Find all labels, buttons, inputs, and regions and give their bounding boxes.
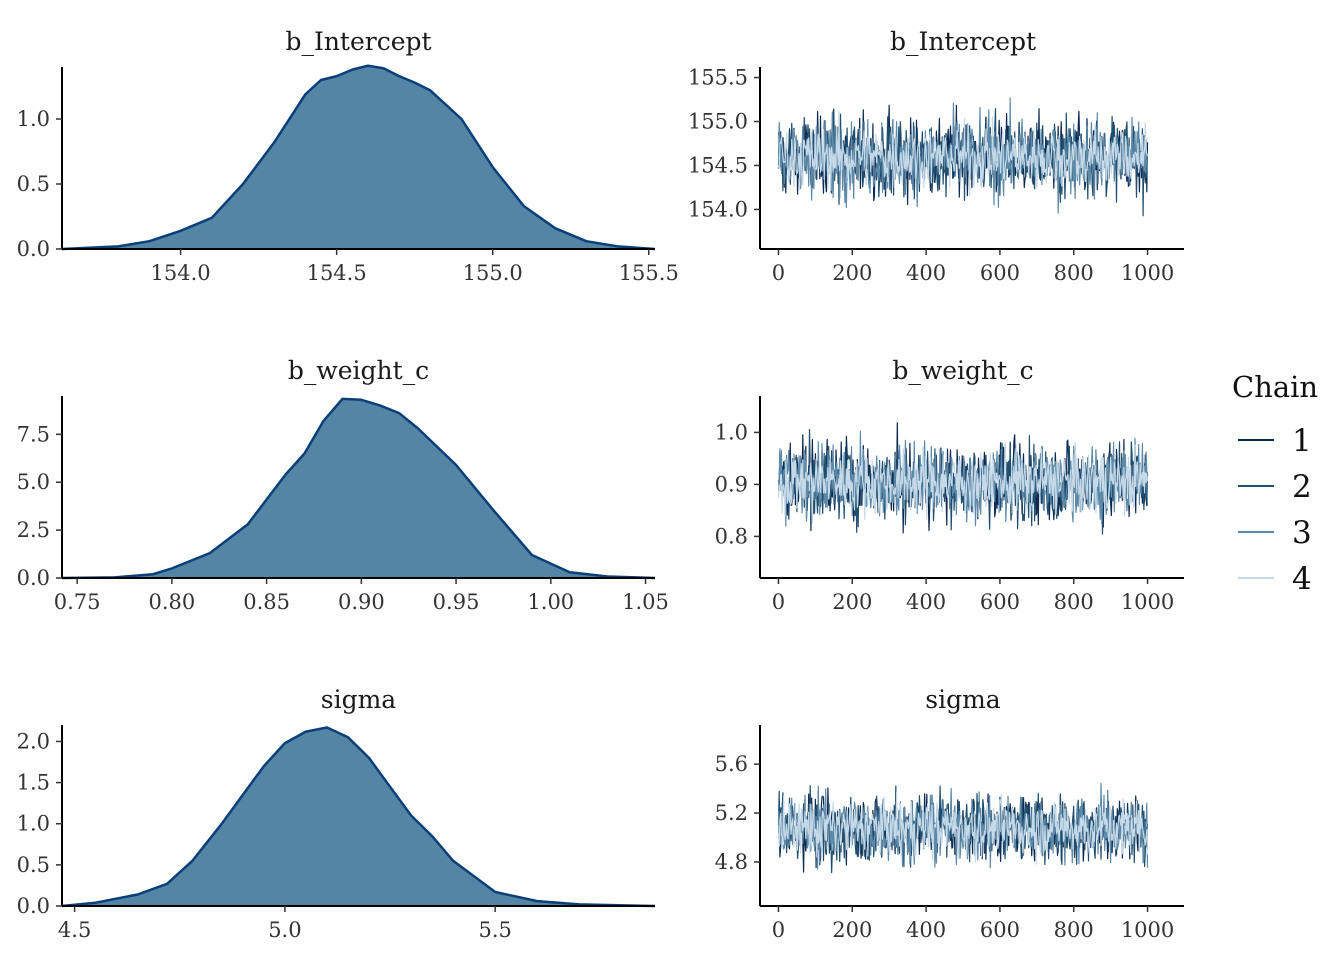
x-tick-label: 155.5	[619, 261, 679, 285]
panel-title: sigma	[925, 685, 1001, 714]
y-tick-label: 5.6	[715, 752, 748, 776]
y-tick-label: 0.9	[715, 472, 748, 496]
x-tick-label: 1000	[1121, 590, 1174, 614]
panel-trace-b-Intercept: b_Intercept 154.0 154.5 155.0 155.5 0 200 400 60…	[688, 27, 1184, 285]
density-area	[62, 65, 655, 249]
x-tick-label: 5.5	[478, 918, 511, 942]
legend-title: Chain	[1232, 370, 1318, 404]
x-tick-label: 200	[832, 918, 872, 942]
x-tick-label: 0.95	[433, 590, 480, 614]
x-tick-label: 1.05	[622, 590, 669, 614]
legend-label-chain-4: 4	[1292, 561, 1312, 597]
x-tick-label: 0.85	[243, 590, 290, 614]
x-tick-label: 154.5	[307, 261, 367, 285]
y-tick-label: 7.5	[17, 422, 50, 446]
density-line	[61, 397, 656, 580]
y-tick-label: 0.0	[17, 566, 50, 590]
panel-title: sigma	[321, 685, 397, 714]
x-tick-label: 600	[980, 590, 1020, 614]
x-tick-label: 1000	[1121, 261, 1174, 285]
panel-title: b_Intercept	[890, 27, 1036, 56]
legend-label-chain-3: 3	[1292, 515, 1312, 551]
x-tick-label: 0.90	[338, 590, 385, 614]
density-area	[62, 398, 655, 578]
density-area	[62, 727, 655, 906]
x-tick-label: 400	[906, 918, 946, 942]
panel-trace-b-weight-c: b_weight_c 0.8 0.9 1.0 0 200 400 600 800 1000	[715, 356, 1184, 614]
x-tick-label: 1000	[1121, 918, 1174, 942]
y-tick-label: 2.0	[17, 729, 50, 753]
x-tick-label: 0	[772, 261, 785, 285]
x-tick-label: 1.00	[527, 590, 574, 614]
y-tick-label: 154.0	[688, 197, 748, 221]
panel-trace-sigma: sigma 4.8 5.2 5.6 0 200 400 600 800 1000	[715, 685, 1184, 942]
x-tick-label: 600	[980, 261, 1020, 285]
x-tick-label: 5.0	[268, 918, 301, 942]
x-tick-label: 400	[906, 590, 946, 614]
x-tick-label: 800	[1054, 261, 1094, 285]
x-tick-label: 154.0	[151, 261, 211, 285]
x-tick-label: 800	[1054, 590, 1094, 614]
x-tick-label: 0.80	[149, 590, 196, 614]
y-tick-label: 155.0	[688, 110, 748, 134]
y-tick-label: 1.0	[715, 420, 748, 444]
y-tick-label: 0.8	[715, 524, 748, 548]
panel-title: b_Intercept	[285, 27, 431, 56]
x-tick-label: 200	[832, 590, 872, 614]
trace-chain-4	[777, 110, 1149, 197]
x-tick-label: 4.5	[58, 918, 91, 942]
y-tick-label: 1.0	[17, 107, 50, 131]
x-tick-label: 200	[832, 261, 872, 285]
y-tick-label: 1.5	[17, 771, 50, 795]
x-tick-label: 155.0	[463, 261, 523, 285]
x-tick-label: 0	[772, 590, 785, 614]
y-tick-label: 5.0	[17, 470, 50, 494]
legend-label-chain-1: 1	[1292, 423, 1312, 459]
density-line	[61, 726, 656, 908]
trace-chain-4	[777, 441, 1149, 521]
density-line	[61, 64, 656, 251]
trace-chain-4	[777, 791, 1149, 865]
legend: Chain 1 2 3 4	[1232, 370, 1318, 597]
x-tick-label: 0.75	[54, 590, 101, 614]
panel-title: b_weight_c	[892, 356, 1033, 385]
y-tick-label: 154.5	[688, 153, 748, 177]
panel-title: b_weight_c	[288, 356, 429, 385]
y-tick-label: 0.5	[17, 853, 50, 877]
y-tick-label: 155.5	[688, 66, 748, 90]
y-tick-label: 0.0	[17, 237, 50, 261]
x-tick-label: 0	[772, 918, 785, 942]
y-tick-label: 0.0	[17, 894, 50, 918]
panel-density-b-weight-c: b_weight_c 0.0 2.5 5.0 7.5 0.75 0.80 0.85 0.90 0.…	[17, 356, 669, 614]
y-tick-label: 0.5	[17, 172, 50, 196]
y-tick-label: 2.5	[17, 518, 50, 542]
y-tick-label: 5.2	[715, 801, 748, 825]
x-tick-label: 600	[980, 918, 1020, 942]
y-tick-label: 1.0	[17, 812, 50, 836]
y-tick-label: 4.8	[715, 850, 748, 874]
panel-density-sigma: sigma 0.0 0.5 1.0 1.5 2.0 4.5 5.0 5.5	[17, 685, 656, 942]
legend-label-chain-2: 2	[1292, 469, 1312, 505]
panel-density-b-Intercept: b_Intercept 0.0 0.5 1.0 154.0 154.5 155.0 155.5	[17, 27, 679, 285]
x-tick-label: 400	[906, 261, 946, 285]
x-tick-label: 800	[1054, 918, 1094, 942]
